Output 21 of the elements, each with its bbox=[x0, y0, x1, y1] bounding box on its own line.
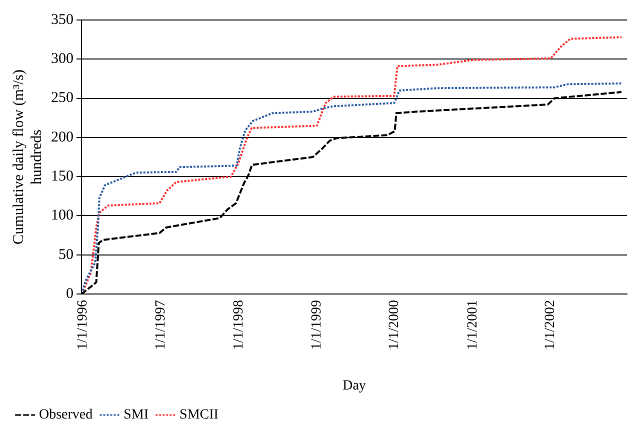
y-tick-label: 250 bbox=[51, 90, 74, 106]
y-tick-label: 0 bbox=[66, 286, 74, 302]
legend-label: Observed bbox=[39, 408, 93, 423]
y-tick-label: 100 bbox=[51, 208, 74, 224]
x-tick-label: 1/1/2002 bbox=[543, 300, 558, 350]
x-tick-label: 1/1/1999 bbox=[309, 300, 324, 350]
y-tick-label: 150 bbox=[51, 168, 74, 185]
line-series bbox=[82, 36, 622, 294]
legend-label: SMI bbox=[124, 408, 149, 423]
x-tick-label: 1/1/2001 bbox=[465, 300, 480, 350]
y-tick-label: 350 bbox=[51, 12, 74, 28]
y-tick-label: 50 bbox=[58, 246, 74, 263]
y-axis-title: Cumulative daily flow (m³/s) hundreds bbox=[10, 70, 45, 244]
x-tick-label: 1/1/1996 bbox=[75, 300, 90, 350]
legend-label: SMCII bbox=[180, 408, 219, 423]
x-tick-label: 1/1/1998 bbox=[231, 300, 246, 350]
x-tick-label: 1/1/1997 bbox=[154, 300, 169, 350]
x-tick-label: 1/1/2000 bbox=[387, 300, 402, 350]
x-axis-title: Day bbox=[342, 378, 366, 394]
y-tick-label: 300 bbox=[51, 51, 74, 68]
y-tick-label: 200 bbox=[51, 129, 74, 146]
